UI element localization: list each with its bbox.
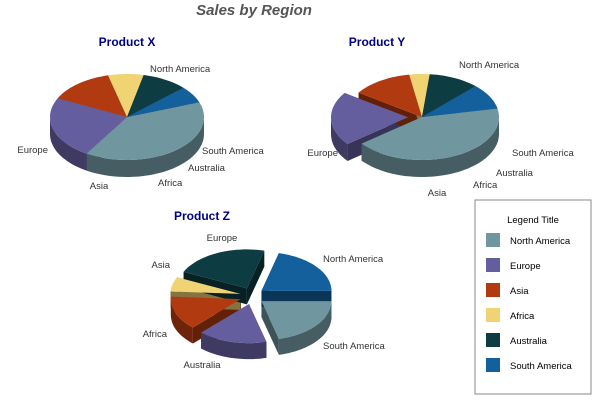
slice-label-product-x-europe: Europe bbox=[17, 145, 48, 156]
slice-product-x-europe bbox=[50, 98, 127, 154]
slice-product-x-south-america bbox=[127, 87, 200, 117]
legend-swatch-asia bbox=[486, 283, 500, 297]
pie-title-product-x: Product X bbox=[99, 35, 156, 49]
slice-product-x-europe-side bbox=[50, 117, 87, 171]
slice-product-z-africa bbox=[170, 277, 241, 294]
slice-label-product-z-europe: Europe bbox=[207, 233, 238, 244]
slice-product-z-australia bbox=[183, 249, 265, 289]
slice-product-y-africa bbox=[409, 74, 430, 117]
pie-title-product-y: Product Y bbox=[349, 35, 405, 49]
slice-label-product-x-africa: Africa bbox=[158, 178, 183, 189]
slice-product-y-south-america bbox=[422, 86, 498, 117]
slice-product-z-asia-side bbox=[170, 299, 193, 344]
legend-label-asia: Asia bbox=[510, 286, 529, 297]
slice-product-x-asia bbox=[57, 75, 128, 117]
legend-label-africa: Africa bbox=[510, 311, 535, 322]
slice-label-product-z-africa: Africa bbox=[143, 329, 168, 340]
slice-label-product-z-asia: Asia bbox=[152, 260, 171, 271]
pie-product-y: Product Y North America Europe Asia AfricaA… bbox=[307, 35, 574, 199]
slice-product-x-australia bbox=[127, 75, 184, 117]
slice-product-z-north-america-side bbox=[278, 301, 332, 355]
slice-label-product-z-north-america: North America bbox=[323, 254, 384, 265]
legend-label-europe: Europe bbox=[510, 261, 541, 272]
slice-product-z-south-america bbox=[261, 253, 332, 291]
slice-product-z-asia bbox=[170, 296, 241, 328]
pie-slices-product-z: North America Europe Asia Africa Australia So… bbox=[143, 233, 386, 371]
slice-product-y-europe bbox=[331, 93, 408, 144]
legend-label-australia: Australia bbox=[510, 336, 548, 347]
pie-slices-product-x: North America Europe Asia Africa Australia So… bbox=[17, 64, 264, 192]
slice-label-product-z-australia: Australia bbox=[184, 360, 222, 371]
slice-label-product-y-north-america: North America bbox=[459, 60, 520, 71]
slice-product-y-europe-side bbox=[331, 117, 348, 161]
pie-product-x: Product X North America Europe Asia Africa A… bbox=[17, 35, 264, 192]
slice-label-product-y-africa: Africa bbox=[473, 180, 498, 191]
slice-label-product-y-south-america: South America bbox=[512, 148, 574, 159]
slice-product-x-north-america bbox=[86, 102, 204, 160]
legend-swatch-australia bbox=[486, 333, 500, 347]
slice-product-x-africa bbox=[108, 74, 144, 117]
slice-product-y-north-america-side bbox=[361, 117, 499, 177]
pie-product-z: Product Z North America Europe Asia Africa A… bbox=[143, 209, 386, 371]
legend-title: Legend Title bbox=[507, 215, 559, 226]
slice-label-product-y-australia: Australia bbox=[496, 168, 534, 179]
legend-swatch-africa bbox=[486, 308, 500, 322]
legend-swatch-north-america bbox=[486, 233, 500, 247]
slice-label-product-y-europe: Europe bbox=[307, 148, 338, 159]
slice-label-product-x-south-america: South America bbox=[202, 146, 264, 157]
legend-swatch-south-america bbox=[486, 358, 500, 372]
legend-label-north-america: North America bbox=[510, 236, 571, 247]
slice-product-y-north-america bbox=[361, 108, 499, 160]
slice-label-product-x-australia: Australia bbox=[188, 163, 226, 174]
legend-label-south-america: South America bbox=[510, 361, 572, 372]
legend-swatch-europe bbox=[486, 258, 500, 272]
legend-items: North America Europe Asia Africa Australia So… bbox=[486, 233, 572, 372]
slice-product-z-north-america bbox=[261, 301, 332, 339]
slice-product-y-australia bbox=[422, 74, 476, 117]
slice-product-z-europe-side bbox=[201, 332, 267, 360]
slice-label-product-z-south-america: South America bbox=[323, 341, 385, 352]
slice-product-y-asia bbox=[358, 74, 422, 117]
slice-label-product-x-north-america: North America bbox=[150, 64, 211, 75]
slice-product-z-europe bbox=[201, 304, 267, 344]
pie-title-product-z: Product Z bbox=[174, 209, 230, 223]
slice-label-product-x-asia: Asia bbox=[90, 181, 109, 192]
legend: Legend Title North America Europe Asia Afri… bbox=[474, 199, 592, 395]
chart-title: Sales by Region bbox=[196, 2, 312, 19]
slice-product-x-north-america-side bbox=[86, 117, 204, 177]
slice-label-product-y-asia: Asia bbox=[428, 188, 447, 199]
